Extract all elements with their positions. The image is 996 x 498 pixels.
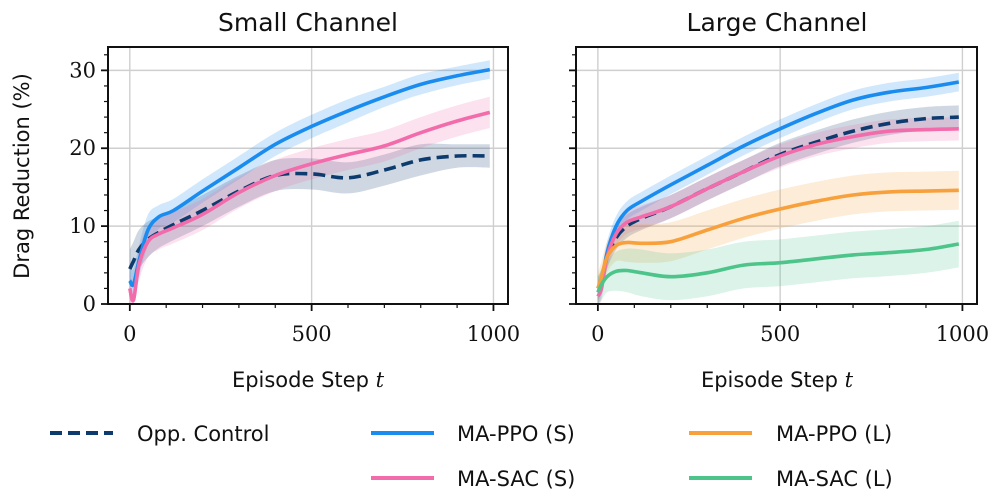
legend: Opp. Control MA-PPO (S) MA-PPO (L) MA-SA… bbox=[50, 422, 893, 491]
x-tick-label: 1000 bbox=[936, 322, 989, 346]
ticks: 0 500 1000 0 10 20 30 bbox=[69, 55, 520, 346]
legend-entry-ma-sac-l: MA-SAC (L) bbox=[689, 467, 893, 491]
x-axis-label-var: t bbox=[845, 368, 854, 392]
x-axis-label-text: Episode Step bbox=[232, 368, 369, 392]
small-channel-panel: Small Channel 0 500 1000 0 10 20 30 Drag Reduc… bbox=[10, 8, 520, 392]
legend-label: MA-SAC (S) bbox=[457, 467, 575, 491]
legend-entry-ma-ppo-s: MA-PPO (S) bbox=[371, 422, 575, 446]
x-axis-label: Episode Step t bbox=[232, 368, 385, 392]
x-tick-label: 0 bbox=[123, 322, 136, 346]
legend-label: Opp. Control bbox=[137, 422, 269, 446]
legend-label: MA-PPO (L) bbox=[776, 422, 892, 446]
x-axis-label-text: Episode Step bbox=[701, 368, 838, 392]
figure: Small Channel 0 500 1000 0 10 20 30 Drag Reduc… bbox=[0, 0, 996, 498]
legend-entry-ma-ppo-l: MA-PPO (L) bbox=[689, 422, 892, 446]
x-tick-label: 500 bbox=[292, 322, 332, 346]
x-axis-label: Episode Step t bbox=[701, 368, 854, 392]
panel-title: Small Channel bbox=[218, 8, 398, 37]
legend-entry-ma-sac-s: MA-SAC (S) bbox=[371, 467, 575, 491]
legend-label: MA-SAC (L) bbox=[776, 467, 893, 491]
y-tick-label: 0 bbox=[83, 292, 96, 316]
legend-entry-opp-control: Opp. Control bbox=[50, 422, 269, 446]
y-axis-label: Drag Reduction (%) bbox=[10, 73, 34, 279]
x-axis-label-var: t bbox=[376, 368, 385, 392]
x-tick-label: 1000 bbox=[467, 322, 520, 346]
confidence-bands bbox=[598, 73, 959, 304]
legend-label: MA-PPO (S) bbox=[457, 422, 575, 446]
x-tick-label: 0 bbox=[591, 322, 604, 346]
y-tick-label: 30 bbox=[69, 58, 96, 82]
large-channel-panel: Large Channel 0 500 1000 Episode Step t bbox=[569, 8, 989, 392]
confidence-bands bbox=[130, 60, 490, 306]
y-tick-label: 10 bbox=[69, 214, 96, 238]
x-tick-label: 500 bbox=[760, 322, 800, 346]
panel-title: Large Channel bbox=[687, 8, 868, 37]
y-tick-label: 20 bbox=[69, 136, 96, 160]
